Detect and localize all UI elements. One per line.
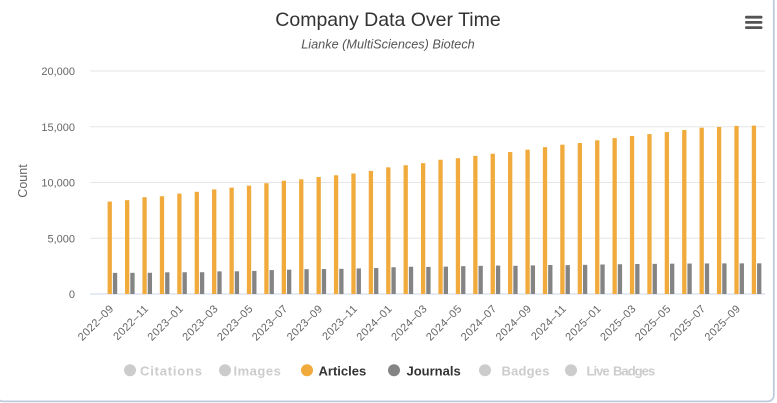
- svg-text:Citations: Citations: [140, 363, 203, 378]
- svg-text:Articles: Articles: [319, 363, 367, 378]
- svg-text:Images: Images: [234, 363, 282, 378]
- svg-text:20,000: 20,000: [41, 66, 75, 78]
- svg-text:Lianke (MultiSciences) Biotech: Lianke (MultiSciences) Biotech: [301, 38, 474, 52]
- svg-text:10,000: 10,000: [41, 178, 75, 190]
- svg-text:Live Badges: Live Badges: [587, 363, 655, 378]
- svg-text:15,000: 15,000: [41, 122, 75, 134]
- svg-text:5,000: 5,000: [47, 233, 75, 245]
- svg-text:0: 0: [69, 289, 75, 301]
- svg-text:Badges: Badges: [502, 363, 550, 378]
- svg-text:Count: Count: [16, 164, 30, 198]
- svg-text:Journals: Journals: [407, 363, 461, 378]
- svg-text:Company Data Over Time: Company Data Over Time: [275, 9, 500, 31]
